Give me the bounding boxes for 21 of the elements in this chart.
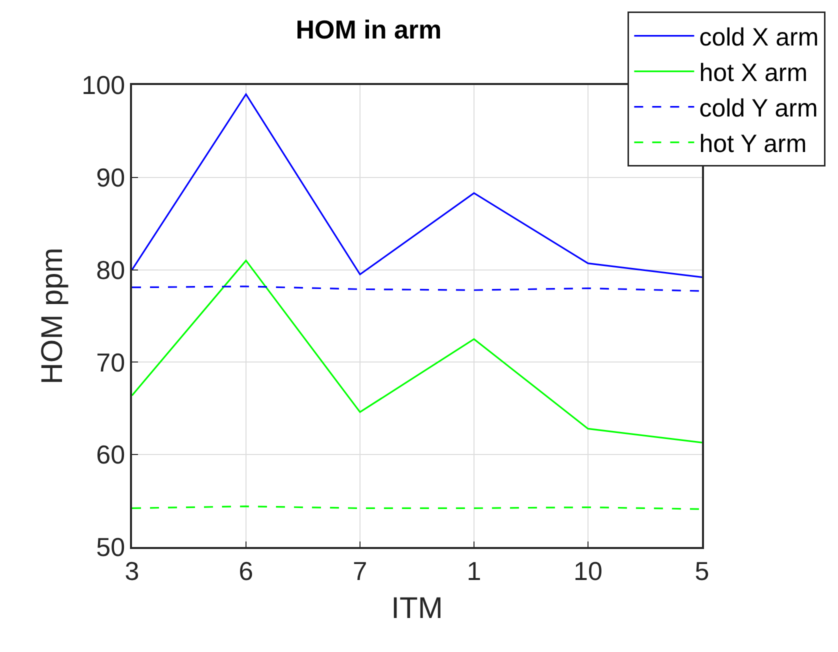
x-tick-label: 10 [574, 556, 602, 586]
y-tick-label: 60 [96, 440, 126, 470]
y-tick-label: 50 [96, 532, 126, 562]
legend-label: hot X arm [699, 59, 808, 88]
line-series [132, 93, 702, 278]
y-tick-label: 80 [96, 254, 126, 285]
y-tick-label: 70 [96, 347, 126, 378]
legend-label: cold Y arm [699, 94, 818, 123]
y-axis-title: HOM ppm [36, 248, 70, 384]
x-tick-label: 5 [694, 556, 710, 586]
x-axis-title: ITM [391, 592, 443, 625]
line-series [132, 260, 702, 444]
x-tick-label: 1 [466, 556, 482, 586]
y-tick-label: 90 [96, 162, 126, 192]
x-tick-label: 3 [124, 556, 140, 586]
x-tick-label: 6 [238, 556, 254, 586]
legend-label: cold X arm [699, 24, 819, 52]
y-tick-label: 100 [82, 70, 126, 100]
chart-title: HOM in arm [296, 14, 442, 44]
legend-label: hot Y arm [699, 130, 807, 158]
x-tick-label: 7 [352, 556, 368, 586]
